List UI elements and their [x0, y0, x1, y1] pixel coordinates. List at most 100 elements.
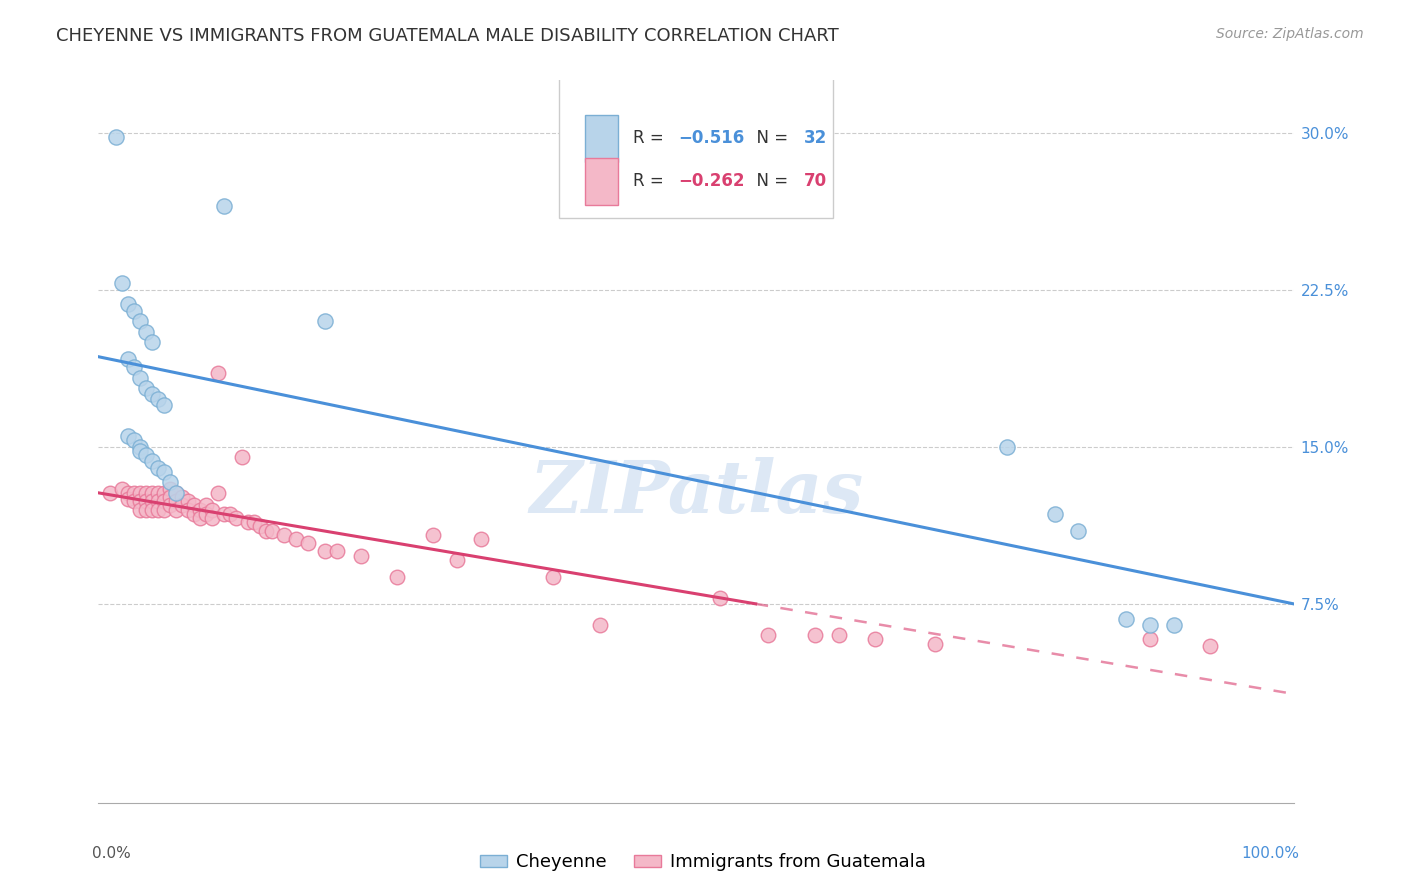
Point [129, 486, 152, 500]
Point [1043, 507, 1066, 521]
Point [117, 297, 139, 311]
Point [135, 502, 157, 516]
Point [385, 569, 409, 583]
Point [148, 486, 170, 500]
Point [254, 524, 277, 538]
Point [326, 544, 349, 558]
Point [148, 494, 170, 508]
Point [219, 507, 242, 521]
FancyBboxPatch shape [585, 158, 619, 205]
Point [129, 314, 152, 328]
Point [284, 532, 307, 546]
Point [124, 360, 146, 375]
Point [350, 549, 373, 563]
Point [297, 536, 319, 550]
Point [165, 486, 187, 500]
Point [231, 450, 253, 465]
Point [105, 129, 128, 144]
Point [165, 502, 187, 516]
Point [249, 519, 271, 533]
Point [804, 628, 827, 642]
Text: CHEYENNE VS IMMIGRANTS FROM GUATEMALA MALE DISABILITY CORRELATION CHART: CHEYENNE VS IMMIGRANTS FROM GUATEMALA MA… [56, 27, 839, 45]
Point [212, 507, 235, 521]
Point [188, 511, 211, 525]
Point [865, 632, 887, 647]
Point [141, 502, 163, 516]
Point [177, 494, 200, 508]
Point [207, 367, 229, 381]
Point [422, 527, 444, 541]
Point [135, 325, 157, 339]
Point [1139, 632, 1161, 647]
Point [236, 515, 259, 529]
Point [153, 398, 176, 412]
Point [446, 553, 468, 567]
Point [315, 544, 337, 558]
Text: 32: 32 [804, 129, 827, 147]
Point [135, 381, 157, 395]
Text: R =: R = [633, 172, 669, 190]
Point [148, 392, 170, 406]
Point [924, 637, 946, 651]
Point [212, 199, 235, 213]
Text: N =: N = [747, 129, 793, 147]
Point [273, 527, 295, 541]
Point [153, 486, 176, 500]
Point [225, 511, 247, 525]
Point [159, 490, 181, 504]
Point [207, 486, 229, 500]
Point [541, 569, 564, 583]
Point [117, 492, 139, 507]
Point [98, 486, 122, 500]
Point [129, 370, 152, 384]
Point [828, 628, 851, 642]
Point [159, 482, 181, 496]
Text: 100.0%: 100.0% [1241, 847, 1299, 861]
Point [172, 499, 194, 513]
Point [159, 475, 181, 490]
Point [183, 499, 205, 513]
Point [129, 440, 152, 454]
Point [135, 486, 157, 500]
Point [117, 429, 139, 443]
Point [141, 334, 163, 349]
Point [159, 499, 181, 513]
Point [153, 494, 176, 508]
Point [201, 511, 224, 525]
Text: −0.516: −0.516 [678, 129, 744, 147]
Point [129, 494, 152, 508]
Point [135, 494, 157, 508]
Point [260, 524, 283, 538]
Point [124, 494, 146, 508]
Text: 70: 70 [804, 172, 827, 190]
Text: −0.262: −0.262 [678, 172, 745, 190]
Point [995, 440, 1018, 454]
Text: Source: ZipAtlas.com: Source: ZipAtlas.com [1216, 27, 1364, 41]
Point [111, 277, 134, 291]
Point [1067, 524, 1090, 538]
Text: N =: N = [747, 172, 793, 190]
Point [1139, 617, 1161, 632]
Point [153, 502, 176, 516]
Point [141, 486, 163, 500]
Point [470, 532, 492, 546]
Point [201, 502, 224, 516]
Point [135, 448, 157, 462]
Point [124, 303, 146, 318]
Point [1163, 617, 1185, 632]
Point [141, 387, 163, 401]
Point [315, 314, 337, 328]
Point [183, 507, 205, 521]
Point [589, 617, 612, 632]
Point [129, 502, 152, 516]
Text: R =: R = [633, 129, 669, 147]
Point [165, 486, 187, 500]
Point [1199, 639, 1222, 653]
Point [756, 628, 779, 642]
Point [165, 494, 187, 508]
Point [111, 482, 134, 496]
Point [243, 515, 266, 529]
Point [148, 502, 170, 516]
Point [124, 486, 146, 500]
Point [148, 460, 170, 475]
